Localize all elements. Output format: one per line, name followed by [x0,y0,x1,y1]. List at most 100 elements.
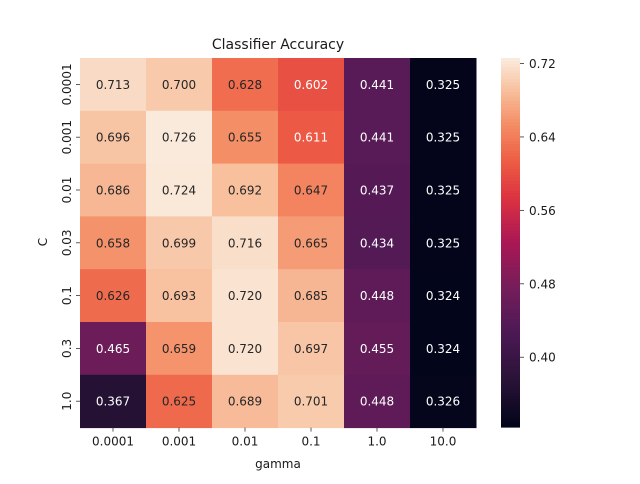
heatmap-cell [146,322,213,376]
colorbar-segment [501,343,520,348]
colorbar-segment [501,174,520,179]
colorbar-segment [501,61,520,65]
cell-value-label: 0.602 [294,78,328,92]
colorbar-segment [501,356,520,360]
colorbar-segment [501,177,520,182]
cell-value-label: 0.697 [294,342,328,356]
colorbar-segment [501,316,520,320]
cell-value-label: 0.448 [360,395,394,409]
colorbar-segment [501,276,520,280]
y-axis: 0.0001 0.001 0.01 0.03 0.1 0.3 1.0 [60,63,80,411]
colorbar-tick-label: 0.40 [529,351,556,365]
colorbar-segment [501,300,520,305]
colorbar-segment [501,414,520,419]
cell-value-label: 0.693 [162,289,196,303]
colorbar-segment [501,368,520,373]
colorbar-segment [501,227,520,231]
colorbar-segment [501,88,520,93]
colorbar-segment [501,150,520,154]
cell-value-label: 0.689 [228,395,262,409]
heatmap-cell [344,374,411,429]
heatmap-cell [410,269,477,323]
colorbar-segment [501,273,520,277]
colorbar-segment [501,205,520,210]
colorbar-segment [501,328,520,333]
colorbar-segment [501,353,520,357]
cell-value-label: 0.720 [228,342,262,356]
heatmap-cell [278,163,345,217]
colorbar-segment [501,85,520,90]
y-tick-label: 0.001 [60,120,74,154]
colorbar-segment [501,187,520,191]
colorbar-segment [501,134,520,139]
colorbar-segment [501,101,520,105]
colorbar-segment [501,190,520,194]
colorbar-segment [501,162,520,167]
colorbar-segment [501,310,520,314]
cell-value-label: 0.699 [162,236,196,250]
heatmap-cell [80,322,147,376]
colorbar-segment [501,383,520,388]
colorbar-segment [501,242,520,247]
colorbar-segment [501,411,520,416]
colorbar-segment [501,165,520,170]
cell-value-label: 0.325 [426,78,460,92]
colorbar-segment [501,270,520,274]
colorbar-segment [501,67,520,71]
colorbar-segment [501,239,520,244]
colorbar-segment [501,248,520,253]
cell-value-label: 0.685 [294,289,328,303]
colorbar-segment [501,220,520,225]
x-axis: 0.0001 0.001 0.01 0.1 1.0 10.0 [92,427,456,449]
heatmap-cell [278,374,345,429]
colorbar-segment [501,245,520,250]
cell-value-label: 0.448 [360,289,394,303]
heatmap-cell [80,216,147,270]
heatmap-cell [344,58,411,112]
y-tick-label: 0.03 [60,229,74,256]
heatmap-cell [212,269,279,323]
colorbar-segment [501,181,520,185]
colorbar-segment [501,70,520,74]
colorbar-segment [501,371,520,376]
colorbar-segment [501,230,520,234]
colorbar-segment [501,73,520,78]
colorbar-segment [501,196,520,201]
heatmap-cell [212,322,279,376]
heatmap-cell [410,110,477,165]
colorbar-segment [501,377,520,382]
x-tick-label: 0.001 [162,435,196,449]
cell-value-label: 0.686 [96,184,130,198]
heatmap-cell [344,269,411,323]
colorbar-segment [501,141,520,145]
cell-value-label: 0.659 [162,342,196,356]
heatmap-cells: 0.713 0.700 0.628 0.602 0.441 0.325 0.696 0.726… [80,58,477,429]
x-tick-label: 0.01 [232,435,259,449]
colorbar-segment [501,325,520,330]
heatmap-cell [146,110,213,165]
heatmap-cell [146,163,213,217]
colorbar-tick-label: 0.64 [529,130,556,144]
colorbar-segment [501,125,520,130]
chart-title: Classifier Accuracy [212,37,344,53]
cell-value-label: 0.324 [426,342,460,356]
colorbar-segment [501,282,520,287]
colorbar-segment [501,294,520,299]
colorbar-segment [501,322,520,327]
colorbar-segment [501,337,520,342]
heatmap-cell [344,322,411,376]
colorbar-segment [501,131,520,136]
colorbar-segment [501,58,520,62]
colorbar-segment [501,168,520,173]
heatmap-cell [278,216,345,270]
colorbar-segment [501,291,520,296]
heatmap-cell [410,216,477,270]
colorbar-segment [501,156,520,161]
cell-value-label: 0.325 [426,184,460,198]
heatmap-cell [80,163,147,217]
colorbar-segment [501,94,520,99]
colorbar-segment [501,387,520,391]
colorbar-segment [501,171,520,176]
cell-value-label: 0.700 [162,78,196,92]
cell-value-label: 0.625 [162,395,196,409]
